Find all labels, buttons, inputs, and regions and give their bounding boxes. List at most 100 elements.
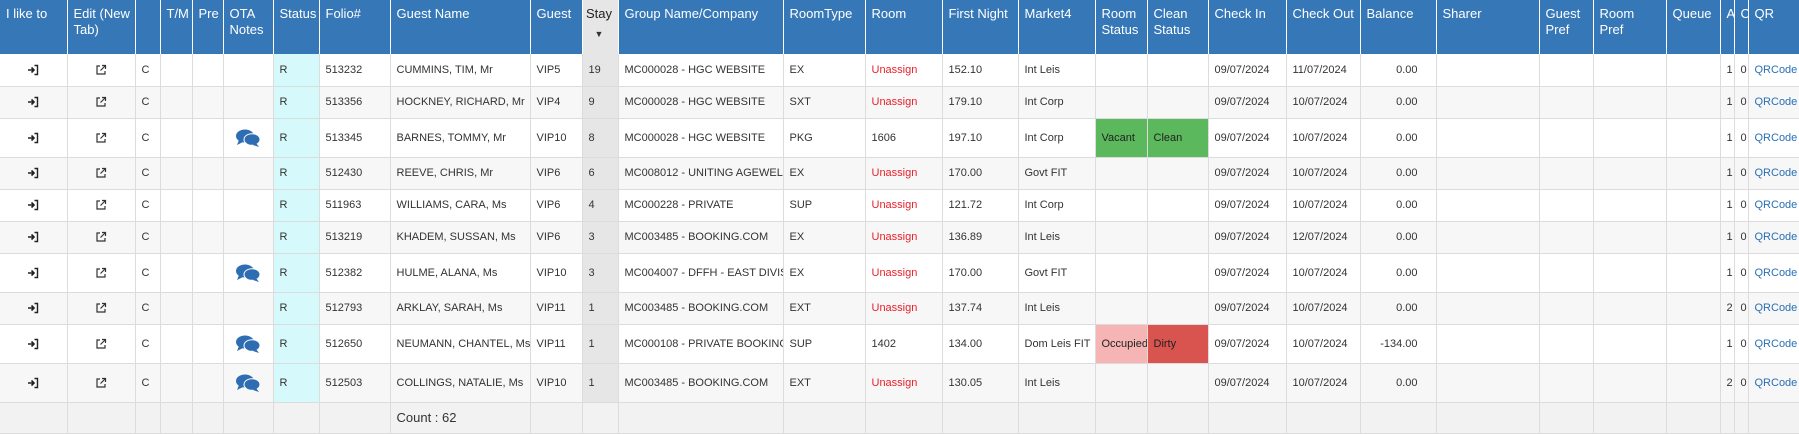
chat-bubbles-icon[interactable] [223, 118, 274, 158]
header-c2[interactable]: C [1734, 0, 1749, 54]
header-room-pref[interactable]: Room Pref [1593, 0, 1667, 54]
cell-guest-name[interactable]: NEUMANN, CHANTEL, Ms [390, 324, 531, 364]
external-link-icon[interactable] [67, 253, 136, 293]
cell-folio[interactable]: 511963 [319, 189, 391, 222]
sign-in-icon[interactable] [0, 292, 68, 325]
qrcode-link[interactable]: QRCode [1754, 302, 1798, 314]
external-link-icon[interactable] [67, 189, 136, 222]
table-row[interactable]: C R 513356 HOCKNEY, RICHARD, Mr VIP4 9 MC00002… [0, 86, 1799, 119]
header-queue[interactable]: Queue [1666, 0, 1721, 54]
header-tm[interactable]: T/M [160, 0, 193, 54]
sign-in-icon[interactable] [0, 189, 68, 222]
cell-guest-name[interactable]: COLLINGS, NATALIE, Ms [390, 363, 531, 403]
header-sharer[interactable]: Sharer [1436, 0, 1540, 54]
external-link-icon[interactable] [67, 363, 136, 403]
cell-folio[interactable]: 513356 [319, 86, 391, 119]
qrcode-link[interactable]: QRCode [1754, 96, 1798, 108]
cell-room[interactable]: Unassign [865, 157, 943, 190]
external-link-icon[interactable] [67, 157, 136, 190]
header-stay[interactable]: Stay ▼ [582, 0, 619, 54]
qrcode-link[interactable]: QRCode [1754, 231, 1798, 243]
sign-in-icon[interactable] [0, 253, 68, 293]
cell-room[interactable]: Unassign [865, 54, 943, 87]
header-ilike[interactable]: I like to [0, 0, 68, 54]
header-room[interactable]: Room [865, 0, 943, 54]
external-link-icon[interactable] [67, 292, 136, 325]
header-a[interactable]: A [1720, 0, 1735, 54]
sign-in-icon[interactable] [0, 157, 68, 190]
table-row[interactable]: C R 513232 CUMMINS, TIM, Mr VIP5 19 MC000028 -… [0, 54, 1799, 87]
header-balance[interactable]: Balance [1360, 0, 1437, 54]
cell-guest-name[interactable]: CUMMINS, TIM, Mr [390, 54, 531, 87]
cell-room[interactable]: Unassign [865, 86, 943, 119]
header-folio[interactable]: Folio# [319, 0, 391, 54]
cell-folio[interactable]: 513232 [319, 54, 391, 87]
cell-guest-name[interactable]: HULME, ALANA, Ms [390, 253, 531, 293]
header-checkin[interactable]: Check In [1208, 0, 1287, 54]
cell-guest-name[interactable]: BARNES, TOMMY, Mr [390, 118, 531, 158]
table-row[interactable]: C R 512650 NEUMANN, CHANTEL, Ms VIP11 1 MC0001… [0, 324, 1799, 364]
sign-in-icon[interactable] [0, 363, 68, 403]
header-clean-status[interactable]: Clean Status [1147, 0, 1209, 54]
cell-folio[interactable]: 513219 [319, 221, 391, 254]
sign-in-icon[interactable] [0, 86, 68, 119]
header-guest[interactable]: Guest [530, 0, 583, 54]
table-row[interactable]: C R 513345 BARNES, TOMMY, Mr VIP10 8 MC000028 … [0, 118, 1799, 158]
cell-guest-name[interactable]: HOCKNEY, RICHARD, Mr [390, 86, 531, 119]
header-checkout[interactable]: Check Out [1286, 0, 1361, 54]
table-row[interactable]: C R 512382 HULME, ALANA, Ms VIP10 3 MC004007 -… [0, 253, 1799, 293]
external-link-icon[interactable] [67, 324, 136, 364]
sign-in-icon[interactable] [0, 54, 68, 87]
qrcode-link[interactable]: QRCode [1754, 199, 1798, 211]
header-c[interactable] [135, 0, 161, 54]
cell-room[interactable]: Unassign [865, 363, 943, 403]
sign-in-icon[interactable] [0, 221, 68, 254]
cell-folio[interactable]: 512430 [319, 157, 391, 190]
cell-room[interactable]: Unassign [865, 189, 943, 222]
table-row[interactable]: C R 511963 WILLIAMS, CARA, Ms VIP6 4 MC000228 … [0, 189, 1799, 222]
qrcode-link[interactable]: QRCode [1754, 131, 1798, 144]
header-guest-pref[interactable]: Guest Pref [1539, 0, 1594, 54]
sign-in-icon[interactable] [0, 324, 68, 364]
table-row[interactable]: C R 512503 COLLINGS, NATALIE, Ms VIP10 1 MC003… [0, 363, 1799, 403]
external-link-icon[interactable] [67, 118, 136, 158]
qrcode-link[interactable]: QRCode [1754, 63, 1798, 76]
header-pre[interactable]: Pre [192, 0, 224, 54]
header-roomtype[interactable]: RoomType [783, 0, 866, 54]
cell-guest-name[interactable]: WILLIAMS, CARA, Ms [390, 189, 531, 222]
chat-bubbles-icon[interactable] [223, 253, 274, 293]
header-first-night[interactable]: First Night [942, 0, 1019, 54]
header-ota[interactable]: OTA Notes [223, 0, 274, 54]
sign-in-icon[interactable] [0, 118, 68, 158]
header-group[interactable]: Group Name/Company [618, 0, 784, 54]
table-row[interactable]: C R 513219 KHADEM, SUSSAN, Ms VIP6 3 MC003485 … [0, 221, 1799, 254]
qrcode-link[interactable]: QRCode [1754, 266, 1798, 279]
cell-folio[interactable]: 513345 [319, 118, 391, 158]
cell-room[interactable]: Unassign [865, 292, 943, 325]
qrcode-link[interactable]: QRCode [1754, 167, 1798, 179]
external-link-icon[interactable] [67, 86, 136, 119]
header-market[interactable]: Market4 [1018, 0, 1096, 54]
qrcode-link[interactable]: QRCode [1754, 376, 1798, 389]
chat-bubbles-icon[interactable] [223, 363, 274, 403]
header-edit[interactable]: Edit (New Tab) [67, 0, 136, 54]
table-row[interactable]: C R 512793 ARKLAY, SARAH, Ms VIP11 1 MC003485 … [0, 292, 1799, 325]
cell-folio[interactable]: 512793 [319, 292, 391, 325]
sort-descending-icon[interactable]: ▼ [594, 29, 604, 39]
cell-guest-name[interactable]: REEVE, CHRIS, Mr [390, 157, 531, 190]
header-guest-name[interactable]: Guest Name [390, 0, 531, 54]
cell-folio[interactable]: 512382 [319, 253, 391, 293]
cell-room[interactable]: Unassign [865, 253, 943, 293]
cell-guest-name[interactable]: KHADEM, SUSSAN, Ms [390, 221, 531, 254]
cell-folio[interactable]: 512503 [319, 363, 391, 403]
cell-room[interactable]: Unassign [865, 221, 943, 254]
qrcode-link[interactable]: QRCode [1754, 337, 1798, 350]
table-row[interactable]: C R 512430 REEVE, CHRIS, Mr VIP6 6 MC008012 - … [0, 157, 1799, 190]
chat-bubbles-icon[interactable] [223, 324, 274, 364]
header-status[interactable]: Status [273, 0, 320, 54]
cell-folio[interactable]: 512650 [319, 324, 391, 364]
header-qr[interactable]: QR [1748, 0, 1799, 54]
external-link-icon[interactable] [67, 54, 136, 87]
external-link-icon[interactable] [67, 221, 136, 254]
cell-guest-name[interactable]: ARKLAY, SARAH, Ms [390, 292, 531, 325]
